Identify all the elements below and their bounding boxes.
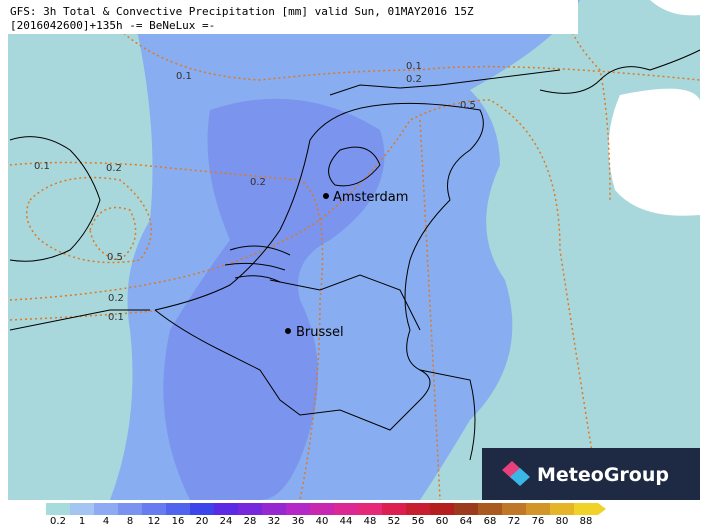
legend-label: 32 — [268, 516, 281, 527]
legend-swatch — [478, 503, 502, 515]
legend-label: 36 — [292, 516, 305, 527]
legend-label: 56 — [412, 516, 425, 527]
city-label: Amsterdam — [333, 190, 408, 205]
legend-label: 68 — [484, 516, 497, 527]
legend-label: 40 — [316, 516, 329, 527]
legend-swatch — [142, 503, 166, 515]
legend-swatch — [406, 503, 430, 515]
legend-label: 76 — [532, 516, 545, 527]
legend-swatch — [502, 503, 526, 515]
legend-swatch — [118, 503, 142, 515]
legend: 0.2 1 4 8 12 16 20 24 28 32 36 40 44 48 52 56 60 64 68 72 76… — [46, 503, 606, 527]
contour-label: 0.2 — [250, 177, 266, 188]
contour-label: 0.2 — [406, 74, 422, 85]
no-data — [650, 0, 700, 16]
legend-swatch — [70, 503, 94, 515]
no-data — [608, 88, 700, 216]
legend-label: 28 — [244, 516, 257, 527]
legend-label: 44 — [340, 516, 353, 527]
legend-swatch — [430, 503, 454, 515]
city-label: Brussel — [296, 325, 344, 340]
legend-swatch — [214, 503, 238, 515]
legend-swatch — [574, 503, 606, 515]
contour-label: 0.5 — [107, 252, 123, 263]
city-marker — [323, 193, 329, 199]
legend-label: 80 — [556, 516, 569, 527]
legend-label: 4 — [103, 516, 109, 527]
legend-swatch — [94, 503, 118, 515]
logo-icon — [510, 468, 530, 486]
legend-swatch — [334, 503, 358, 515]
legend-swatch — [262, 503, 286, 515]
legend-label: 64 — [460, 516, 473, 527]
legend-label: 20 — [196, 516, 209, 527]
legend-swatch — [166, 503, 190, 515]
coastlines — [9, 49, 701, 461]
legend-label: 88 — [580, 516, 593, 527]
legend-swatch — [550, 503, 574, 515]
contour-label: 0.5 — [460, 100, 476, 111]
legend-swatch — [310, 503, 334, 515]
contour-label: 0.1 — [34, 161, 50, 172]
legend-swatch — [190, 503, 214, 515]
legend-label: 60 — [436, 516, 449, 527]
legend-label: 16 — [172, 516, 185, 527]
contour-label: 0.1 — [108, 312, 124, 323]
contour-label: 0.1 — [406, 61, 422, 72]
header-title: GFS: 3h Total & Convective Precipitation… — [10, 5, 474, 18]
legend-swatch — [454, 503, 478, 515]
city-marker — [285, 328, 291, 334]
legend-label: 1 — [79, 516, 85, 527]
legend-swatch — [286, 503, 310, 515]
contour-label: 0.2 — [106, 163, 122, 174]
legend-label: 8 — [127, 516, 133, 527]
legend-swatch — [382, 503, 406, 515]
legend-swatch — [526, 503, 550, 515]
legend-label: 52 — [388, 516, 401, 527]
legend-swatch — [238, 503, 262, 515]
legend-label: 72 — [508, 516, 521, 527]
legend-swatch — [358, 503, 382, 515]
legend-swatch — [46, 503, 70, 515]
legend-label: 24 — [220, 516, 233, 527]
contour-label: 0.2 — [108, 293, 124, 304]
contour-label: 0.1 — [176, 71, 192, 82]
precip-area — [163, 98, 385, 500]
legend-label: 12 — [148, 516, 161, 527]
logo-text: MeteoGroup — [537, 464, 669, 486]
header-subtitle: [2016042600]+135h -= BeNeLux =- — [10, 19, 215, 32]
legend-label: 0.2 — [50, 516, 66, 527]
contour-labels: 0.1 0.1 0.2 0.5 0.1 0.2 0.2 0.5 0.2 0.1 — [34, 61, 476, 323]
header-box — [8, 0, 578, 34]
legend-label: 48 — [364, 516, 377, 527]
